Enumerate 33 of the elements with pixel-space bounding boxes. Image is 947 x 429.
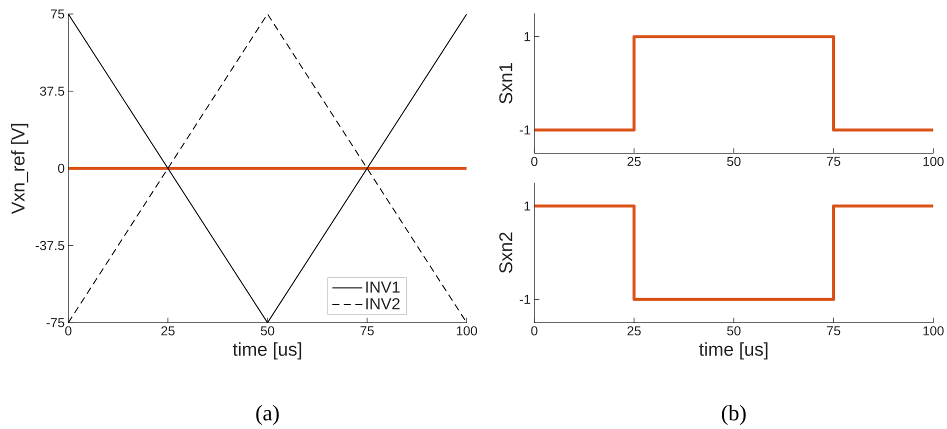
- x-tick-label: 0: [531, 326, 538, 336]
- y-tick-label: -1: [520, 126, 530, 134]
- x-tick-label: 25: [627, 156, 641, 166]
- legend-label: INV2: [366, 298, 400, 310]
- x-tick-label: 25: [627, 326, 641, 336]
- y-axis-title: Sxn2: [499, 232, 512, 273]
- x-tick-label: 100: [923, 156, 944, 166]
- x-tick-label: 75: [827, 326, 840, 336]
- y-tick-label: -75: [46, 318, 64, 328]
- y-tick-label: 0: [58, 164, 64, 173]
- x-tick-label: 75: [360, 326, 374, 336]
- y-axis-title: Sxn1: [499, 63, 512, 104]
- x-axis-title: time [us]: [699, 342, 768, 360]
- y-tick-label: -37.5: [36, 240, 64, 250]
- x-tick-label: 75: [827, 156, 840, 166]
- x-tick-label: 50: [727, 156, 741, 166]
- y-tick-label: 1: [524, 202, 530, 211]
- text: (a): [256, 405, 279, 425]
- x-tick-label: 25: [161, 326, 175, 336]
- x-tick-label: 50: [260, 326, 274, 336]
- y-axis-title: Vxn_ref [V]: [11, 124, 28, 214]
- x-tick-label: 100: [456, 326, 478, 336]
- text: (b): [722, 405, 746, 425]
- x-axis-title: time [us]: [232, 342, 302, 360]
- y-tick-label: 1: [524, 32, 530, 42]
- x-tick-label: 0: [531, 156, 538, 166]
- x-tick-label: 50: [727, 326, 741, 336]
- y-tick-label: 37.5: [40, 86, 64, 96]
- y-tick-label: 75: [50, 9, 64, 19]
- x-tick-label: 0: [65, 326, 72, 336]
- y-tick-label: -1: [520, 294, 530, 304]
- legend-label: INV1: [366, 282, 400, 293]
- x-tick-label: 100: [923, 326, 944, 336]
